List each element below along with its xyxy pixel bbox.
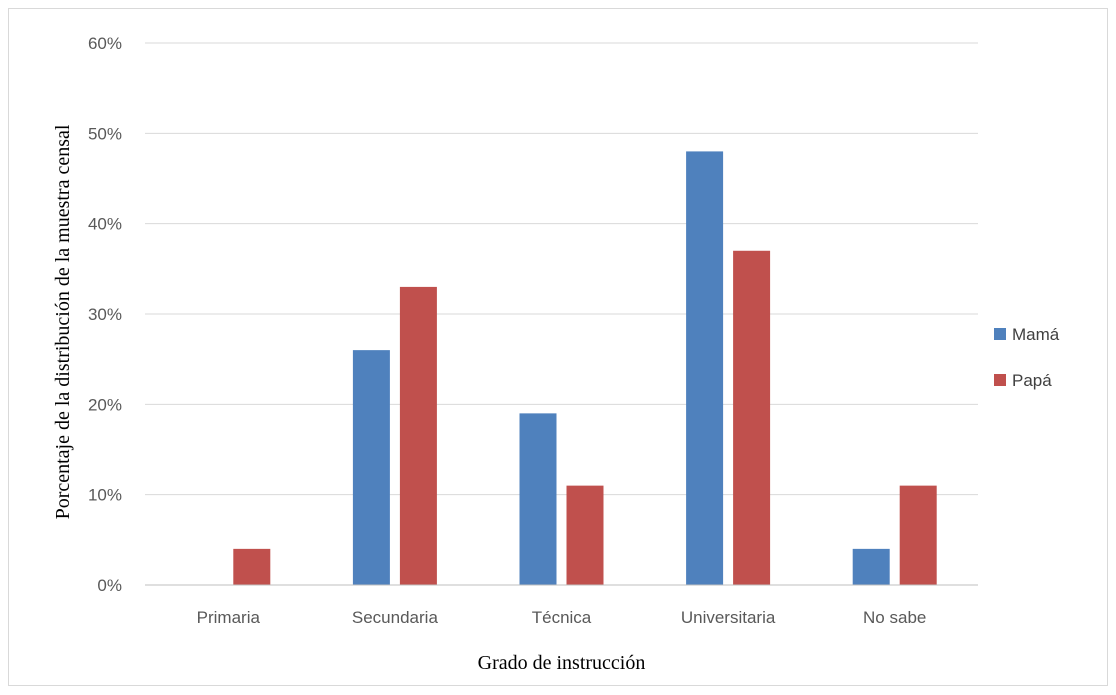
y-tick-label: 30% (88, 305, 122, 324)
x-tick-label: Secundaria (352, 608, 439, 627)
legend-swatch-Papá (994, 374, 1006, 386)
legend: Mamá Papá (994, 325, 1060, 390)
legend-label-Papá: Papá (1012, 371, 1052, 390)
y-axis-title: Porcentaje de la distribución de la mues… (52, 124, 74, 519)
legend-label-Mamá: Mamá (1012, 325, 1060, 344)
x-tick-label: No sabe (863, 608, 926, 627)
y-tick-label: 0% (97, 576, 122, 595)
y-tick-label: 50% (88, 124, 122, 143)
bars (233, 151, 937, 585)
x-axis-title: Grado de instrucción (478, 652, 646, 674)
bar-Papá-No sabe (899, 485, 937, 585)
bar-Papá-Universitaria (733, 250, 771, 585)
legend-swatch-Mamá (994, 328, 1006, 340)
bar-Mamá-Universitaria (686, 151, 724, 585)
y-tick-label: 40% (88, 215, 122, 234)
bar-Mamá-No sabe (852, 548, 890, 585)
x-tick-label: Universitaria (681, 608, 776, 627)
x-tick-label: Primaria (197, 608, 261, 627)
x-tick-labels: Primaria Secundaria Técnica Universitaria No… (197, 608, 927, 627)
y-tick-label: 10% (88, 486, 122, 505)
y-tick-labels: 0% 10% 20% 30% 40% 50% 60% (88, 34, 122, 595)
bar-Mamá-Secundaria (352, 350, 390, 585)
bar-Papá-Primaria (233, 548, 271, 585)
bar-Mamá-Técnica (519, 413, 557, 585)
y-tick-label: 60% (88, 34, 122, 53)
gridlines (145, 42, 978, 496)
bar-Papá-Técnica (566, 485, 604, 585)
x-tick-label: Técnica (532, 608, 592, 627)
y-tick-label: 20% (88, 395, 122, 414)
bar-Papá-Secundaria (399, 286, 437, 585)
